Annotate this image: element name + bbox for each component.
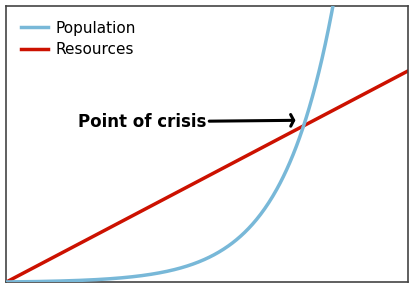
Resources [194, 180, 199, 184]
Resources [221, 166, 225, 170]
Population [242, 230, 247, 234]
Population [3, 280, 8, 284]
Line: Resources: Resources [5, 71, 408, 283]
Population [194, 261, 199, 264]
Resources [3, 281, 8, 284]
Text: Point of crisis: Point of crisis [78, 113, 293, 131]
Resources [242, 155, 247, 158]
Resources [332, 107, 337, 111]
Resources [405, 69, 410, 73]
Legend: Population, Resources: Population, Resources [13, 13, 144, 65]
Resources [395, 74, 400, 77]
Resources [196, 179, 201, 182]
Population [196, 260, 201, 263]
Line: Population: Population [5, 0, 408, 282]
Population [221, 247, 225, 251]
